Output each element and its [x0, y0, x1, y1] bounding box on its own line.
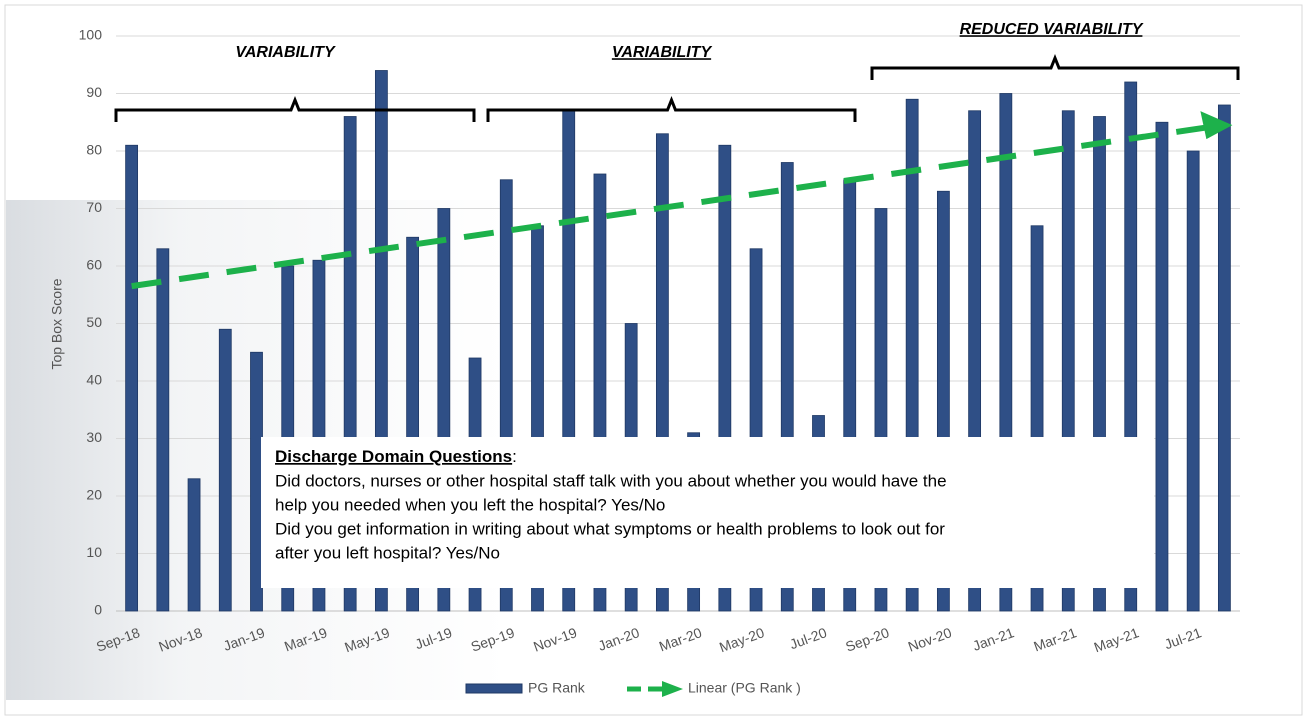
y-tick-label: 90 [86, 84, 102, 100]
bar [251, 352, 263, 611]
note-heading: Discharge Domain Questions: [275, 447, 517, 466]
bar [157, 249, 169, 611]
note-heading-suffix: : [512, 447, 517, 466]
y-tick-label: 10 [86, 544, 102, 560]
bar [1156, 122, 1168, 611]
y-tick-label: 40 [86, 372, 102, 388]
bar [219, 329, 231, 611]
bar [1187, 151, 1199, 611]
legend-label: Linear (PG Rank ) [688, 680, 801, 696]
note-line: help you needed when you left the hospit… [275, 495, 665, 514]
bar [188, 479, 200, 611]
note-line: Did doctors, nurses or other hospital st… [275, 471, 947, 490]
bar [1218, 105, 1230, 611]
y-tick-label: 80 [86, 142, 102, 158]
note-heading-text: Discharge Domain Questions [275, 447, 512, 466]
legend-swatch [466, 684, 522, 693]
note-line: after you left hospital? Yes/No [275, 543, 500, 562]
y-tick-label: 20 [86, 487, 102, 503]
note-line: Did you get information in writing about… [275, 519, 945, 538]
y-tick-label: 50 [86, 314, 102, 330]
chart: Top Box Score 0102030405060708090100Sep-… [0, 0, 1307, 721]
y-tick-label: 30 [86, 429, 102, 445]
annotation: REDUCED VARIABILITY [960, 21, 1144, 38]
y-axis-label: Top Box Score [49, 278, 65, 369]
bar [126, 145, 138, 611]
y-tick-label: 60 [86, 257, 102, 273]
annotation: VARIABILITY [235, 44, 336, 61]
annotation: VARIABILITY [612, 44, 713, 61]
y-tick-label: 70 [86, 199, 102, 215]
legend-label: PG Rank [528, 680, 586, 696]
y-tick-label: 100 [79, 27, 103, 43]
y-tick-label: 0 [94, 602, 102, 618]
